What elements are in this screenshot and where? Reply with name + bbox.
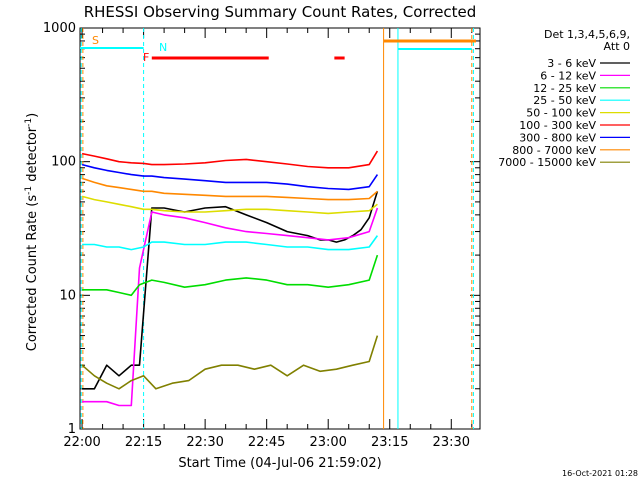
legend-label-4: 25 - 50 keV: [533, 94, 596, 107]
x-tick-label: 23:15: [371, 435, 408, 450]
x-tick-label: 23:00: [309, 435, 346, 450]
legend-header-1: Det 1,3,4,5,6,9,: [544, 28, 630, 41]
series-line-7: [81, 163, 379, 191]
y-axis-label-sup2: -1: [24, 118, 34, 127]
series-line-8: [81, 177, 378, 201]
chart-title: RHESSI Observing Summary Count Rates, Co…: [84, 3, 477, 21]
y-axis-label-sup1: -1: [24, 186, 34, 195]
flag-label-f: F: [143, 51, 149, 64]
flag-label-s: S: [92, 34, 99, 47]
series-group: S NF: [80, 28, 476, 429]
y-tick-label: 1000: [43, 21, 76, 36]
x-tick-label: 22:45: [248, 435, 285, 450]
series-line-9: [81, 335, 379, 390]
series-line-5: [81, 195, 378, 215]
legend-label-1: 3 - 6 keV: [547, 57, 596, 70]
legend-label-8: 800 - 7000 keV: [512, 144, 596, 157]
x-tick-label: 23:30: [433, 435, 470, 450]
flag-label-n: N: [159, 41, 167, 54]
y-axis-label-main: Corrected Count Rate (s: [25, 195, 40, 352]
series-line-4: [82, 235, 379, 251]
legend-label-5: 50 - 100 keV: [526, 107, 596, 120]
y-axis-label-mid: detector: [25, 126, 40, 186]
plot-area: 1 10 100 1000 22:00 22:15 22:30 22:45 23:00 23:15…: [43, 21, 481, 450]
x-tick-label: 22:00: [63, 435, 100, 450]
x-tick-label: 22:15: [125, 435, 162, 450]
legend-label-6: 100 - 300 keV: [519, 119, 596, 132]
y-tick-label: 1: [68, 422, 76, 437]
series-line-6: [81, 150, 379, 169]
legend-header-2: Att 0: [604, 40, 630, 53]
y-axis-label: Corrected Count Rate (s-1 detector-1): [24, 113, 40, 351]
series-line-2: [82, 207, 379, 407]
legend-label-2: 6 - 12 keV: [540, 69, 596, 82]
series-line-3: [82, 254, 379, 297]
legend-label-9: 7000 - 15000 keV: [498, 156, 596, 169]
y-tick-label: 100: [51, 155, 76, 170]
plot-frame: [79, 27, 481, 430]
timestamp: 16-Oct-2021 01:28: [562, 469, 638, 478]
x-axis-label: Start Time (04-Jul-06 21:59:02): [178, 456, 381, 471]
legend-label-3: 12 - 25 keV: [533, 82, 596, 95]
y-axis-label-end: ): [25, 113, 40, 118]
y-tick-label: 10: [59, 288, 76, 303]
x-tick-label: 22:30: [186, 435, 223, 450]
legend-label-7: 300 - 800 keV: [519, 131, 596, 144]
series-line-1: [82, 191, 379, 390]
